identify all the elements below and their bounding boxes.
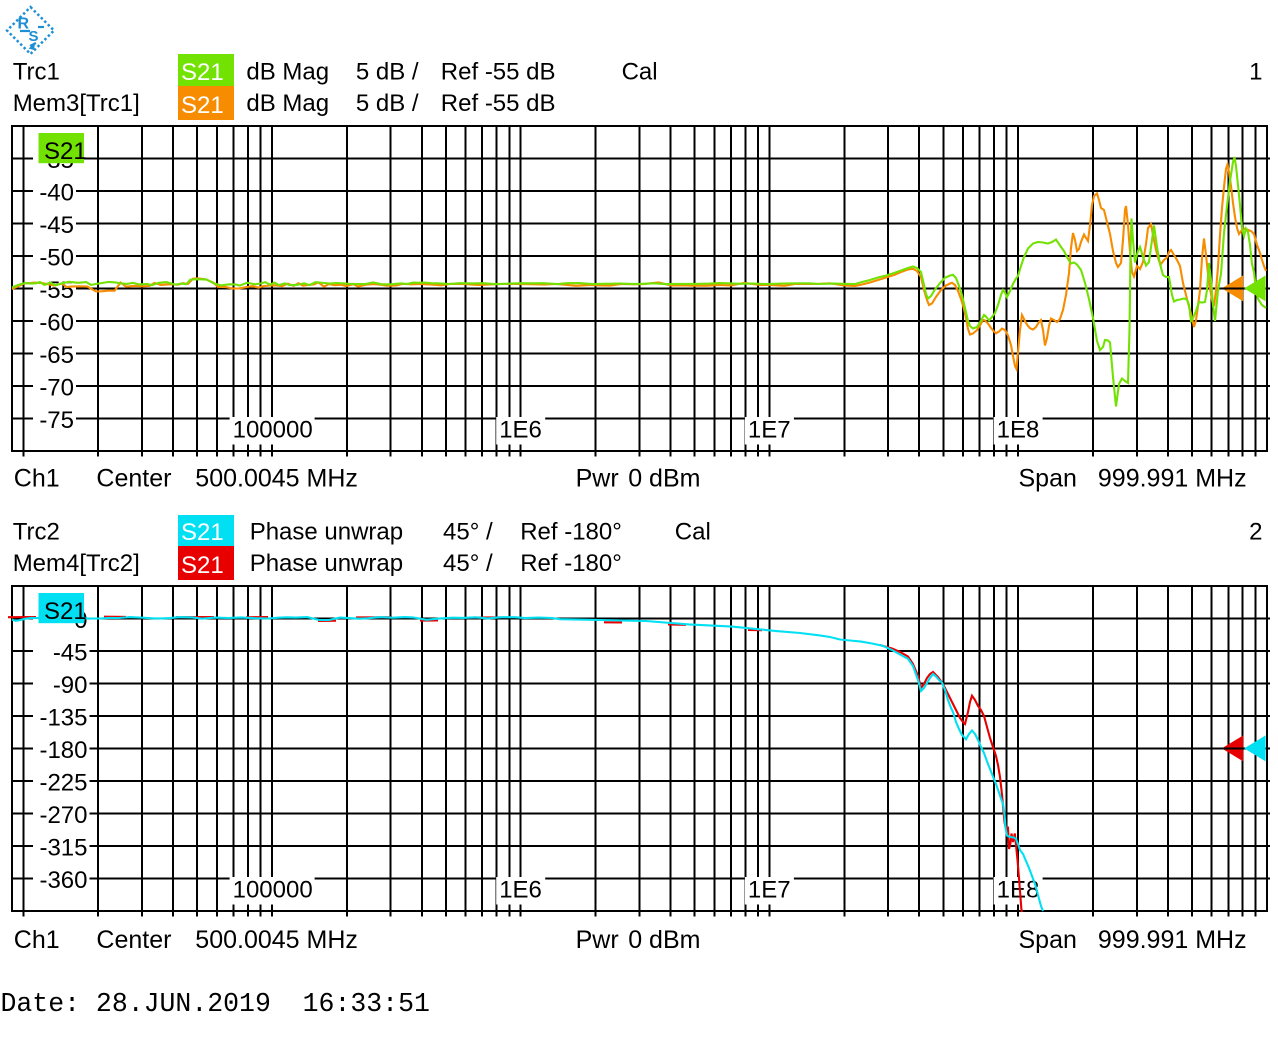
svg-text:1E6: 1E6 bbox=[499, 877, 542, 904]
svg-text:45° /: 45° / bbox=[443, 519, 493, 546]
svg-text:Center: Center bbox=[96, 926, 171, 954]
svg-text:5 dB /: 5 dB / bbox=[356, 90, 419, 117]
svg-text:Cal: Cal bbox=[675, 519, 711, 546]
svg-text:Trc1: Trc1 bbox=[13, 59, 60, 86]
svg-text:1: 1 bbox=[1249, 59, 1262, 86]
svg-text:999.991 MHz: 999.991 MHz bbox=[1098, 926, 1247, 954]
svg-text:Ref -180°: Ref -180° bbox=[520, 519, 622, 546]
svg-text:0 dBm: 0 dBm bbox=[628, 926, 700, 954]
svg-text:500.0045 MHz: 500.0045 MHz bbox=[195, 465, 358, 493]
svg-text:-270: -270 bbox=[39, 802, 87, 829]
svg-text:S: S bbox=[29, 28, 39, 45]
svg-text:R: R bbox=[18, 16, 30, 33]
svg-text:-65: -65 bbox=[39, 342, 74, 369]
svg-text:0 dBm: 0 dBm bbox=[628, 465, 700, 493]
svg-text:-40: -40 bbox=[39, 179, 74, 206]
svg-text:Phase unwrap: Phase unwrap bbox=[250, 519, 403, 546]
svg-text:-315: -315 bbox=[39, 835, 87, 862]
svg-text:dB Mag: dB Mag bbox=[246, 90, 329, 117]
svg-text:Pwr: Pwr bbox=[576, 465, 619, 493]
svg-text:1E7: 1E7 bbox=[748, 877, 791, 904]
svg-text:Center: Center bbox=[96, 465, 171, 493]
svg-text:-225: -225 bbox=[39, 769, 87, 796]
svg-text:1E6: 1E6 bbox=[499, 417, 542, 444]
svg-text:-180: -180 bbox=[39, 737, 87, 764]
svg-text:-90: -90 bbox=[53, 672, 88, 699]
svg-text:Cal: Cal bbox=[622, 59, 658, 86]
svg-text:1E8: 1E8 bbox=[997, 417, 1040, 444]
svg-text:Ch1: Ch1 bbox=[14, 926, 60, 954]
svg-text:S21: S21 bbox=[181, 552, 224, 579]
svg-text:Date: 28.JUN.2019 16:33:51: Date: 28.JUN.2019 16:33:51 bbox=[1, 989, 430, 1019]
svg-text:-60: -60 bbox=[39, 309, 74, 336]
svg-text:Span: Span bbox=[1019, 465, 1077, 493]
svg-text:S21: S21 bbox=[181, 59, 224, 86]
svg-text:S21: S21 bbox=[181, 519, 224, 546]
svg-text:100000: 100000 bbox=[233, 417, 313, 444]
svg-text:45° /: 45° / bbox=[443, 550, 493, 577]
svg-text:Mem3[Trc1]: Mem3[Trc1] bbox=[13, 90, 140, 117]
svg-text:Ref -55 dB: Ref -55 dB bbox=[441, 59, 556, 86]
svg-text:Ref -55 dB: Ref -55 dB bbox=[441, 90, 556, 117]
svg-text:dB Mag: dB Mag bbox=[246, 59, 329, 86]
svg-text:-135: -135 bbox=[39, 704, 87, 731]
svg-text:Ch1: Ch1 bbox=[14, 465, 60, 493]
svg-text:Trc2: Trc2 bbox=[13, 519, 60, 546]
svg-text:S21: S21 bbox=[181, 92, 224, 119]
svg-text:-50: -50 bbox=[39, 244, 74, 271]
svg-text:5 dB /: 5 dB / bbox=[356, 59, 419, 86]
svg-text:Phase unwrap: Phase unwrap bbox=[250, 550, 403, 577]
svg-text:100000: 100000 bbox=[233, 877, 313, 904]
svg-text:Pwr: Pwr bbox=[576, 926, 619, 954]
svg-text:-45: -45 bbox=[53, 639, 88, 666]
svg-text:500.0045 MHz: 500.0045 MHz bbox=[195, 926, 358, 954]
svg-text:2: 2 bbox=[1249, 519, 1262, 546]
svg-text:-45: -45 bbox=[39, 212, 74, 239]
svg-text:999.991 MHz: 999.991 MHz bbox=[1098, 465, 1247, 493]
svg-text:1E7: 1E7 bbox=[748, 417, 791, 444]
svg-text:-360: -360 bbox=[39, 867, 87, 894]
svg-text:S21: S21 bbox=[44, 598, 87, 625]
svg-text:Mem4[Trc2]: Mem4[Trc2] bbox=[13, 550, 140, 577]
svg-text:1E8: 1E8 bbox=[997, 877, 1040, 904]
svg-text:Span: Span bbox=[1019, 926, 1077, 954]
svg-text:-70: -70 bbox=[39, 375, 74, 402]
svg-text:-75: -75 bbox=[39, 407, 74, 434]
svg-text:S21: S21 bbox=[44, 138, 87, 165]
svg-text:Ref -180°: Ref -180° bbox=[520, 550, 622, 577]
